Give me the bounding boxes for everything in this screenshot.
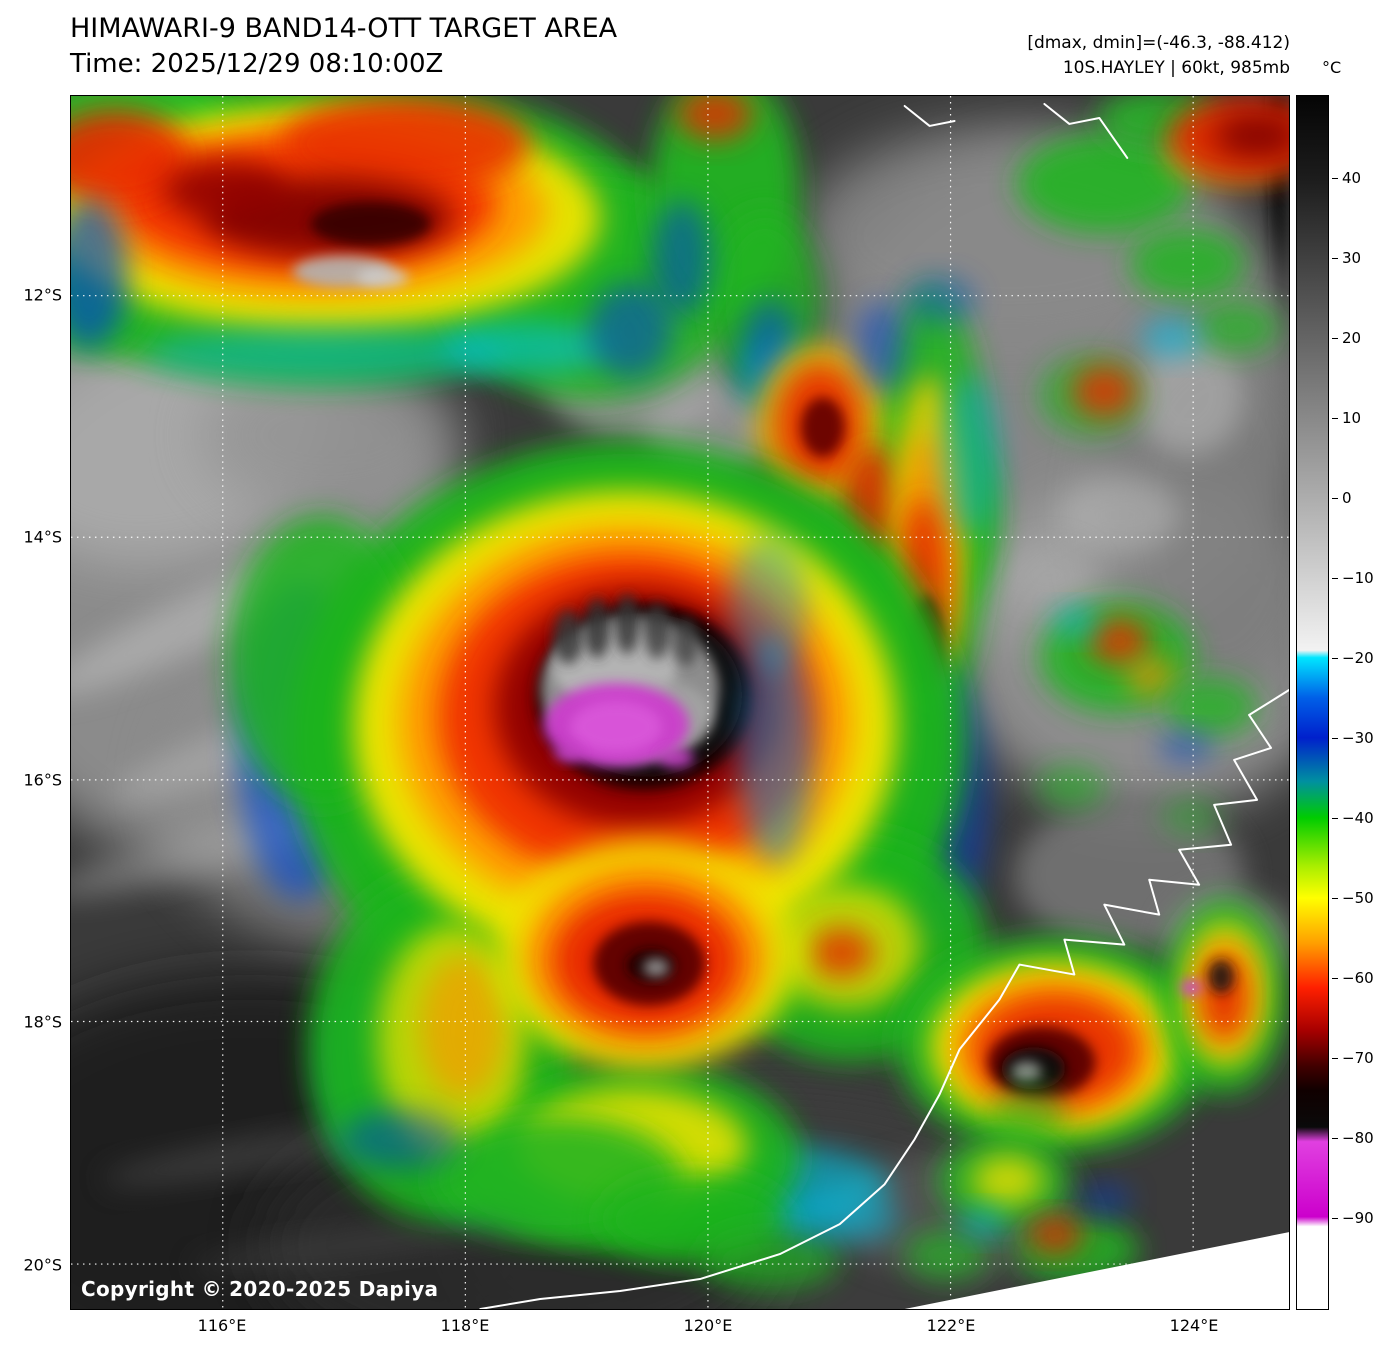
cb-tick-0: 0 xyxy=(1332,489,1352,507)
nw-convective-band xyxy=(71,96,740,401)
cb-tick-30: 30 xyxy=(1332,249,1361,267)
lon-label-118e: 118°E xyxy=(440,1316,490,1335)
australia-coastline xyxy=(479,689,1289,1309)
lon-label-116e: 116°E xyxy=(197,1316,247,1335)
lat-label-12s: 12°S xyxy=(23,285,62,305)
cb-tick-m40: −40 xyxy=(1332,809,1374,827)
image-title: HIMAWARI-9 BAND14-OTT TARGET AREA xyxy=(70,13,618,44)
cyclone-hayley xyxy=(227,440,990,1292)
cb-tick-10: 10 xyxy=(1332,409,1361,427)
satellite-scene xyxy=(71,96,1289,1309)
cb-tick-40: 40 xyxy=(1332,169,1361,187)
timor-coastline xyxy=(1043,102,1129,159)
cb-tick-m10: −10 xyxy=(1332,569,1374,587)
coastlines xyxy=(479,102,1289,1309)
cb-tick-m30: −30 xyxy=(1332,729,1374,747)
dmax-dmin-readout: [dmax, dmin]=(-46.3, -88.412) xyxy=(1027,33,1290,53)
header-right: [dmax, dmin]=(-46.3, -88.412) 10S.HAYLEY… xyxy=(860,31,1290,80)
satellite-image: Copyright © 2020-2025 Dapiya xyxy=(70,95,1290,1310)
image-time: Time: 2025/12/29 08:10:00Z xyxy=(70,48,444,79)
storm-info: 10S.HAYLEY | 60kt, 985mb xyxy=(1062,57,1290,78)
lat-lon-grid xyxy=(71,96,1289,1309)
cb-tick-m80: −80 xyxy=(1332,1129,1374,1147)
lat-label-20s: 20°S xyxy=(23,1255,62,1275)
lon-label-122e: 122°E xyxy=(926,1316,976,1335)
lat-label-18s: 18°S xyxy=(23,1012,62,1032)
east-scattered-cells xyxy=(1016,96,1289,835)
lon-label-124e: 124°E xyxy=(1169,1316,1219,1335)
cb-tick-m20: −20 xyxy=(1332,649,1374,667)
colorbar-unit: °C xyxy=(1322,58,1342,77)
header-left: HIMAWARI-9 BAND14-OTT TARGET AREA Time: … xyxy=(70,12,617,80)
lon-label-120e: 120°E xyxy=(683,1316,733,1335)
cb-tick-20: 20 xyxy=(1332,329,1361,347)
island-coastline xyxy=(903,104,956,127)
cb-tick-m70: −70 xyxy=(1332,1049,1374,1067)
lat-label-14s: 14°S xyxy=(23,527,62,547)
australia-convection xyxy=(896,898,1288,1284)
lat-label-16s: 16°S xyxy=(23,770,62,790)
cb-tick-m90: −90 xyxy=(1332,1209,1374,1227)
cb-tick-m60: −60 xyxy=(1332,969,1374,987)
cb-tick-m50: −50 xyxy=(1332,889,1374,907)
copyright-watermark: Copyright © 2020-2025 Dapiya xyxy=(81,1277,439,1301)
north-central-band xyxy=(650,96,820,416)
temperature-colorbar xyxy=(1296,95,1329,1310)
